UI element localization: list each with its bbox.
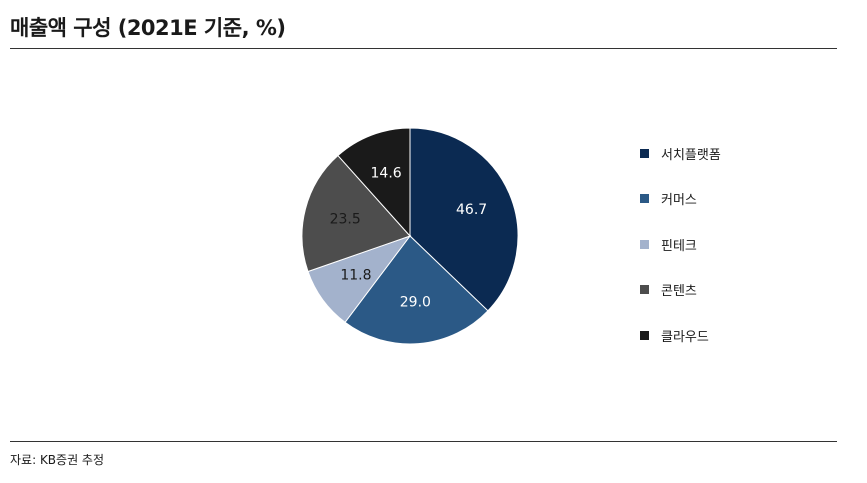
data-label-5: 14.6 (371, 165, 402, 181)
legend-label: 커머스 (661, 193, 697, 208)
data-label-1: 46.7 (456, 202, 487, 218)
data-label-2: 29.0 (400, 295, 431, 311)
legend-swatch (640, 285, 649, 294)
legend-item-1: 서치플랫폼 (640, 142, 721, 164)
legend-item-3: 핀테크 (640, 233, 721, 255)
pie-slice-1 (409, 127, 519, 312)
data-label-4: 23.5 (330, 211, 361, 227)
pie-slice-2 (344, 235, 489, 345)
pie-slice-5 (337, 127, 411, 238)
chart-title: 매출액 구성 (2021E 기준, %) (10, 16, 286, 40)
bottom-divider (10, 441, 837, 442)
data-label-3: 11.8 (340, 267, 371, 283)
legend-swatch (640, 330, 649, 340)
source-note: 자료: KB증권 추정 (10, 453, 105, 467)
legend-item-4: 콘텐츠 (640, 279, 721, 301)
legend-label: 콘텐츠 (661, 284, 697, 299)
legend-item-5: 클라우드 (640, 324, 721, 346)
legend-swatch (640, 239, 649, 249)
legend-label: 서치플랫폼 (661, 147, 721, 163)
legend-swatch (640, 194, 649, 203)
legend-swatch (640, 148, 649, 158)
top-divider (10, 48, 837, 49)
legend-label: 핀테크 (661, 238, 697, 254)
legend-label: 클라우드 (661, 329, 709, 345)
legend-item-2: 커머스 (640, 188, 721, 210)
pie-slice-4 (301, 154, 411, 273)
